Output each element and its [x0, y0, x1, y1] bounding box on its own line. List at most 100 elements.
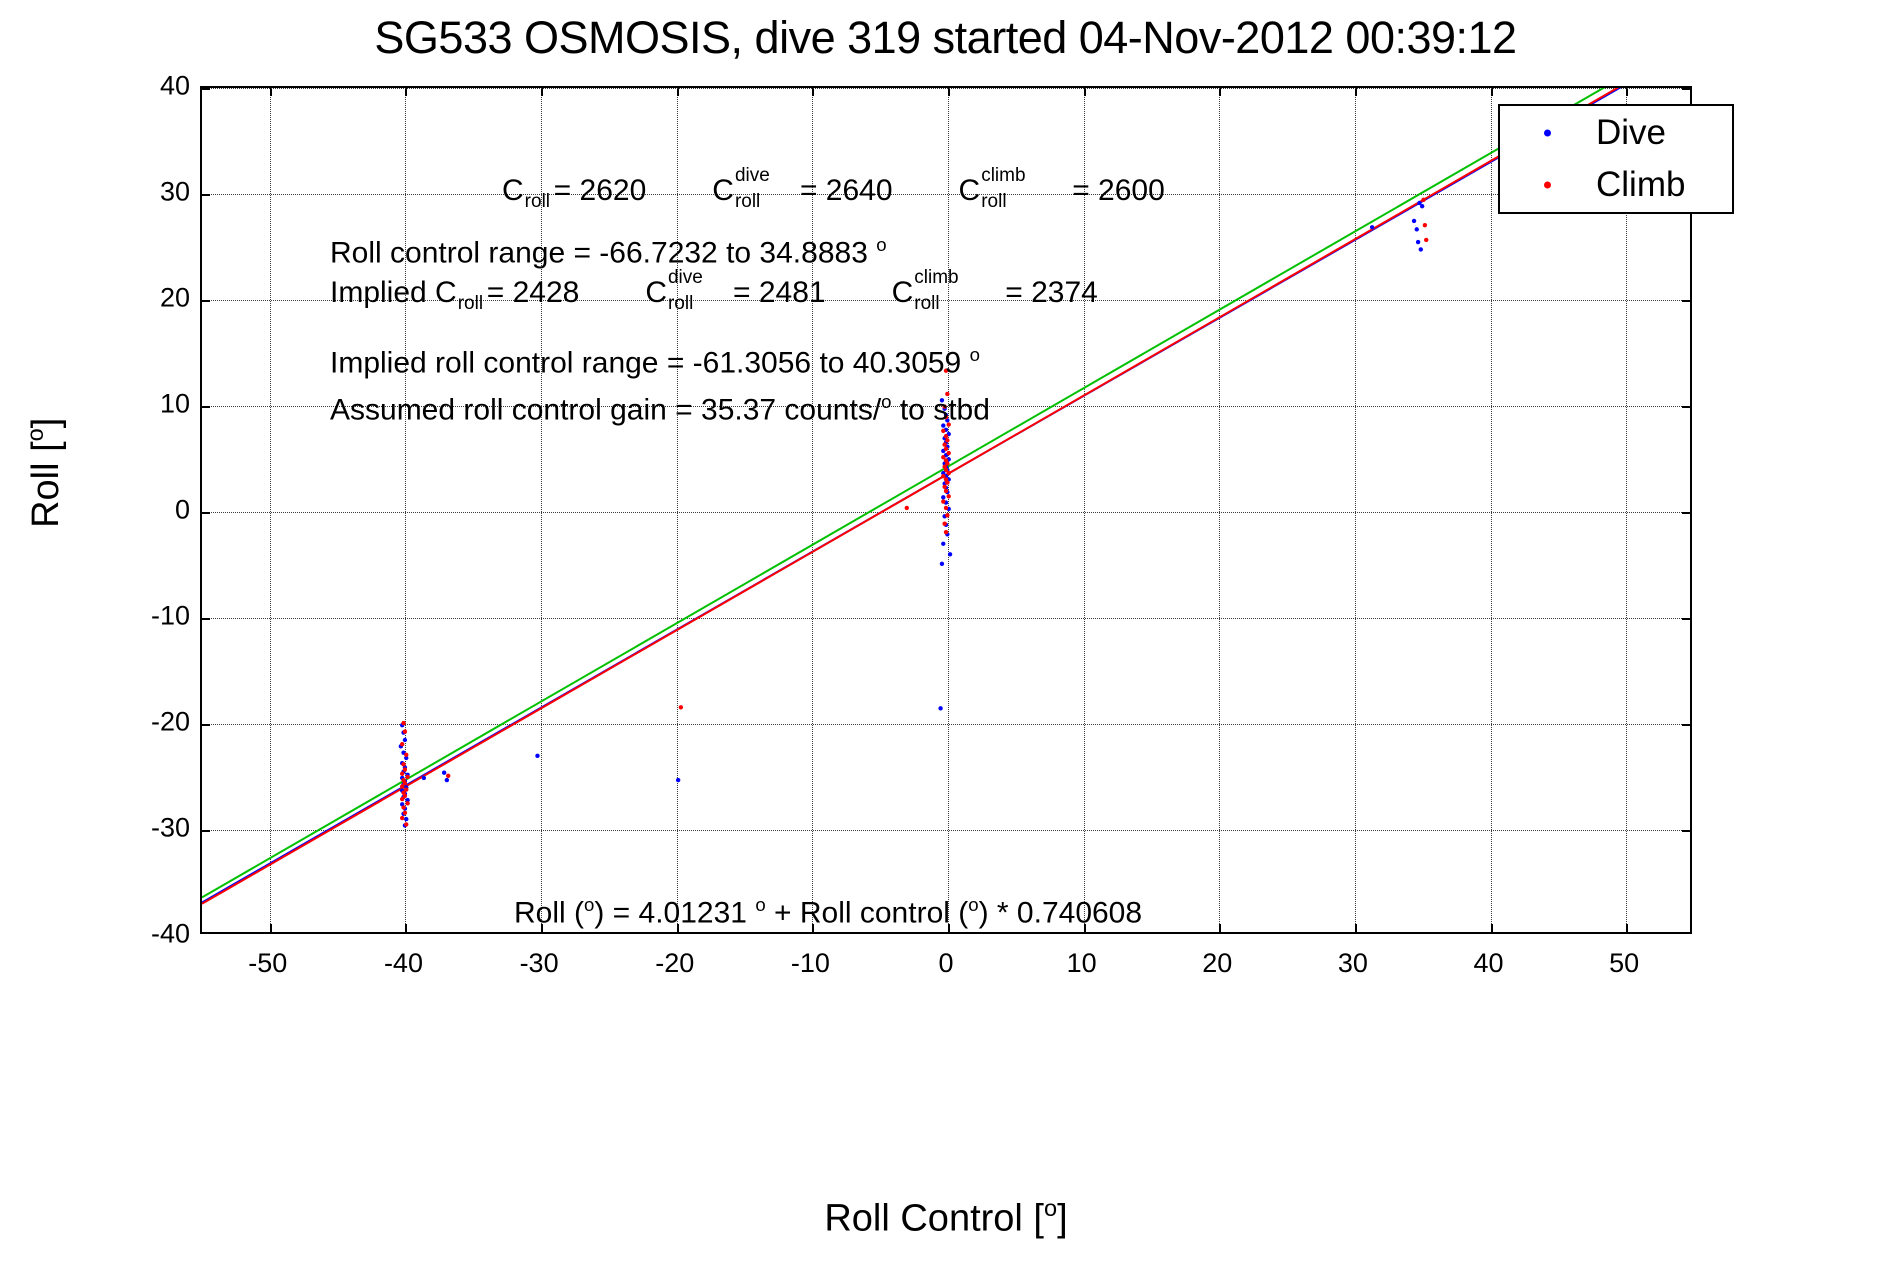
- implied-c-dive-symbol: C: [645, 276, 667, 309]
- legend-label: Dive: [1596, 113, 1667, 152]
- y-tick-label: 20: [159, 282, 190, 313]
- data-point: [400, 802, 405, 807]
- assumed-gain-suffix: to stbd: [891, 393, 990, 427]
- axis-tick: [202, 512, 210, 514]
- degree-symbol: o: [881, 391, 892, 412]
- implied-c-climb-value: = 2374: [1005, 276, 1098, 309]
- fit-all-rhs3: ) * 0.740608: [978, 896, 1143, 930]
- degree-symbol: o: [22, 428, 49, 442]
- x-tick-label: -20: [655, 948, 695, 978]
- annot-implied-roll-control-range: Implied roll control range = -61.3056 to…: [330, 345, 980, 379]
- y-tick-label: 10: [159, 388, 190, 419]
- y-tick-label: -10: [150, 600, 190, 631]
- axis-tick: [812, 924, 815, 932]
- axis-tick: [541, 88, 544, 96]
- x-tick-label: -30: [519, 948, 559, 978]
- grid-line-vertical: [1354, 88, 1356, 932]
- data-point: [1422, 222, 1428, 228]
- grid-line-horizontal: [202, 724, 1690, 725]
- axis-tick: [202, 194, 210, 196]
- axis-tick: [202, 300, 210, 302]
- data-point: [941, 455, 946, 460]
- grid-line-horizontal: [202, 88, 1690, 89]
- y-axis-label: Roll [o]: [22, 223, 68, 723]
- data-point: [400, 796, 405, 802]
- data-point: [938, 706, 943, 711]
- axis-tick: [1354, 88, 1357, 96]
- y-tick-label: -30: [150, 812, 190, 843]
- c-roll-value: = 2620: [553, 174, 647, 207]
- data-point: [941, 474, 946, 479]
- data-point: [941, 499, 946, 504]
- data-point: [446, 773, 451, 779]
- axis-tick: [1682, 300, 1690, 302]
- data-point: [941, 428, 946, 434]
- data-point: [441, 770, 447, 775]
- data-point: [1418, 247, 1424, 252]
- page-title: SG533 OSMOSIS, dive 319 started 04-Nov-2…: [374, 12, 1517, 63]
- legend-marker-icon: [1544, 181, 1551, 189]
- axis-tick: [202, 724, 210, 726]
- data-point: [444, 777, 450, 783]
- grid-line-horizontal: [202, 512, 1690, 513]
- axis-tick: [1083, 924, 1086, 932]
- legend-label: Climb: [1596, 165, 1686, 204]
- data-point: [1417, 200, 1422, 206]
- grid-line-vertical: [1490, 88, 1492, 932]
- data-point: [942, 461, 947, 466]
- degree-symbol: o: [968, 894, 979, 915]
- y-axis-label-text: Roll [: [24, 441, 67, 528]
- axis-tick: [269, 88, 272, 96]
- data-point: [941, 495, 946, 500]
- y-axis-label-close: ]: [24, 417, 67, 429]
- grid-line-vertical: [948, 88, 949, 932]
- c-roll-climb-symbol: C: [958, 174, 981, 207]
- x-tick-label: 40: [1473, 948, 1504, 978]
- annot-roll-control-range: Roll control range = -66.7232 to 34.8883…: [330, 235, 887, 269]
- c-roll-symbol: C: [502, 174, 524, 207]
- data-point: [1369, 225, 1375, 230]
- legend[interactable]: Dive Climb: [1498, 104, 1734, 214]
- axis-tick: [1682, 406, 1690, 408]
- x-axis-label-close: ]: [1057, 1197, 1068, 1240]
- axis-tick: [202, 618, 210, 620]
- legend-item-climb[interactable]: Climb: [1500, 160, 1732, 210]
- legend-item-dive[interactable]: Dive: [1500, 108, 1732, 158]
- data-point: [1421, 197, 1426, 203]
- data-point: [941, 541, 946, 546]
- y-tick-label: 30: [159, 176, 190, 207]
- axis-tick: [676, 924, 679, 932]
- c-roll-dive-symbol: C: [712, 174, 734, 207]
- axis-tick: [1219, 88, 1222, 96]
- annot-assumed-gain: Assumed roll control gain = 35.37 counts…: [330, 391, 990, 427]
- data-point: [942, 521, 947, 526]
- axis-tick: [1219, 924, 1222, 932]
- data-point: [941, 470, 946, 476]
- x-tick-label: 50: [1609, 948, 1640, 978]
- x-tick-label: -40: [383, 948, 423, 978]
- data-point: [941, 448, 946, 454]
- data-point: [400, 784, 405, 789]
- grid-line-vertical: [1083, 88, 1085, 932]
- axis-tick: [676, 88, 679, 96]
- x-tick-label: -10: [790, 948, 830, 978]
- axis-tick: [202, 830, 210, 832]
- grid-line-vertical: [812, 88, 814, 932]
- axis-tick: [1682, 724, 1690, 726]
- data-point: [400, 815, 405, 821]
- axis-tick: [1682, 512, 1690, 514]
- x-tick-label: 0: [938, 948, 954, 978]
- data-point: [1414, 227, 1419, 232]
- degree-symbol: o: [755, 894, 766, 915]
- data-point: [400, 742, 405, 747]
- axis-tick: [1083, 88, 1086, 96]
- data-point: [400, 771, 405, 776]
- data-point: [1415, 239, 1421, 245]
- data-layer: [202, 88, 1622, 905]
- axis-tick: [948, 88, 950, 96]
- implied-c-dive-value: = 2481: [732, 276, 826, 309]
